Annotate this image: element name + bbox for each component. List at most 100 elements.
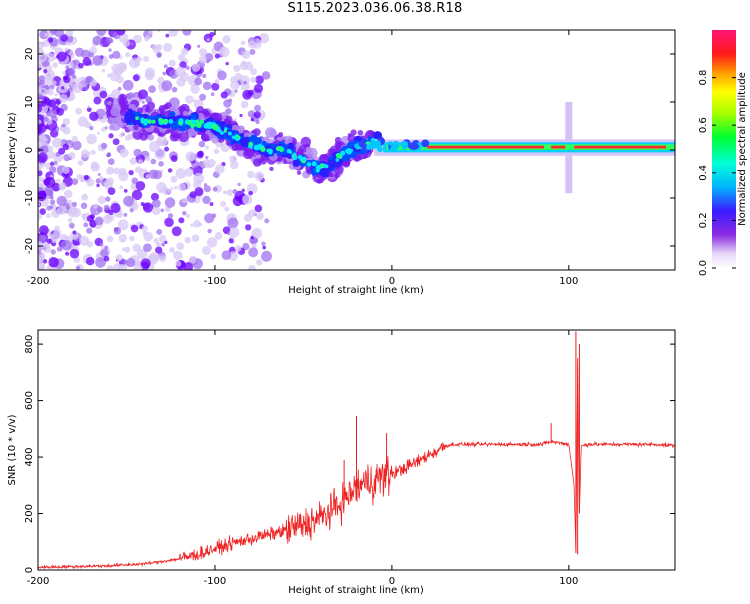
noise-blob <box>72 82 83 94</box>
noise-blob <box>153 237 159 244</box>
noise-blob <box>251 243 257 249</box>
ridge-halo <box>160 110 167 117</box>
noise-blob <box>115 30 126 36</box>
ridge-halo <box>178 131 189 143</box>
noise-blob <box>137 159 144 165</box>
ridge-highlight <box>147 119 152 124</box>
noise-blob <box>130 183 137 191</box>
noise-blob <box>71 74 77 79</box>
noise-blob <box>156 228 163 235</box>
snr-x-tick-label: 100 <box>559 576 578 587</box>
noise-blob <box>119 264 124 269</box>
noise-blob <box>151 44 157 49</box>
noise-blob <box>38 75 46 82</box>
noise-blob <box>158 161 164 167</box>
noise-blob <box>225 61 229 66</box>
noise-blob <box>65 65 70 70</box>
noise-blob <box>128 169 134 176</box>
noise-blob <box>38 63 41 68</box>
ridge-halo <box>110 106 120 117</box>
ridge-highlight <box>292 155 298 161</box>
figure-title: S115.2023.036.06.38.R18 <box>287 1 463 16</box>
noise-blob <box>92 55 103 66</box>
spectrogram-y-ticks: -20 -10 0 10 20 <box>24 48 675 254</box>
noise-blob <box>168 30 178 37</box>
noise-blob <box>103 255 110 262</box>
noise-blob <box>171 86 178 93</box>
noise-blob <box>219 142 225 148</box>
colorbar-label: Normalized spectral amplitude <box>737 72 748 226</box>
noise-blob <box>144 37 149 42</box>
noise-blob <box>131 177 139 185</box>
ridge-halo <box>162 103 169 111</box>
noise-blob <box>67 207 78 218</box>
spectrogram-x-label: Height of straight line (km) <box>288 285 424 296</box>
noise-blob <box>197 150 204 157</box>
snr-frame <box>37 329 676 571</box>
noise-blob <box>202 195 211 205</box>
noise-blob <box>54 93 58 97</box>
noise-blob <box>49 199 56 205</box>
noise-blob <box>89 125 94 131</box>
noise-blob <box>44 116 49 122</box>
noise-blob <box>68 61 75 68</box>
noise-blob <box>229 227 240 238</box>
noise-blob <box>99 90 108 99</box>
noise-blob <box>241 50 251 59</box>
ridge-highlight <box>302 156 307 161</box>
ridge-highlight <box>164 118 169 123</box>
snr-y-tick-label: 400 <box>24 448 35 467</box>
noise-blob <box>262 245 267 250</box>
band-red <box>551 145 566 149</box>
ridge-halo <box>268 128 277 137</box>
noise-blob <box>68 222 75 229</box>
snr-x-tick-label: 0 <box>389 576 395 587</box>
noise-blob <box>118 219 129 231</box>
ridge-highlight <box>255 145 260 150</box>
noise-blob <box>165 33 170 38</box>
noise-blob <box>65 30 74 37</box>
ridge-halo <box>118 97 129 108</box>
noise-blob <box>151 199 161 208</box>
snr-y-ticks: 0 200 400 600 800 <box>24 335 675 573</box>
ridge-highlight <box>315 168 320 173</box>
noise-blob <box>71 140 82 151</box>
noise-blob <box>68 151 76 160</box>
noise-blob <box>42 259 48 264</box>
noise-blob <box>104 245 109 250</box>
ridge-halo <box>146 101 156 111</box>
noise-blob <box>191 234 200 242</box>
ridge-highlight <box>203 123 209 129</box>
band-red <box>574 145 667 149</box>
noise-blob <box>62 143 70 151</box>
noise-blob <box>190 223 194 227</box>
noise-blob <box>38 190 47 202</box>
noise-blob <box>237 182 241 187</box>
colorbar-tick-label: 0.2 <box>698 212 709 228</box>
noise-blob <box>161 80 173 92</box>
ridge-highlight <box>248 141 253 147</box>
noise-blob <box>119 132 124 138</box>
noise-blob <box>46 238 52 244</box>
noise-blob <box>135 181 146 191</box>
noise-blob <box>224 206 230 212</box>
noise-blob <box>106 166 115 175</box>
ridge-halo <box>300 136 312 148</box>
noise-blob <box>188 255 197 264</box>
noise-blob <box>129 208 134 213</box>
noise-blob <box>145 173 151 180</box>
noise-blob <box>60 34 68 42</box>
noise-blob <box>106 152 112 157</box>
noise-blob <box>49 166 57 174</box>
noise-blob <box>129 235 135 242</box>
noise-blob <box>81 213 87 219</box>
noise-blob <box>41 162 46 168</box>
noise-blob <box>221 250 232 261</box>
ridge-halo <box>201 133 210 142</box>
noise-blob <box>210 92 215 97</box>
noise-blob <box>143 56 150 62</box>
ridge-core <box>328 155 334 161</box>
noise-blob <box>41 89 45 93</box>
ridge-halo <box>144 108 150 113</box>
